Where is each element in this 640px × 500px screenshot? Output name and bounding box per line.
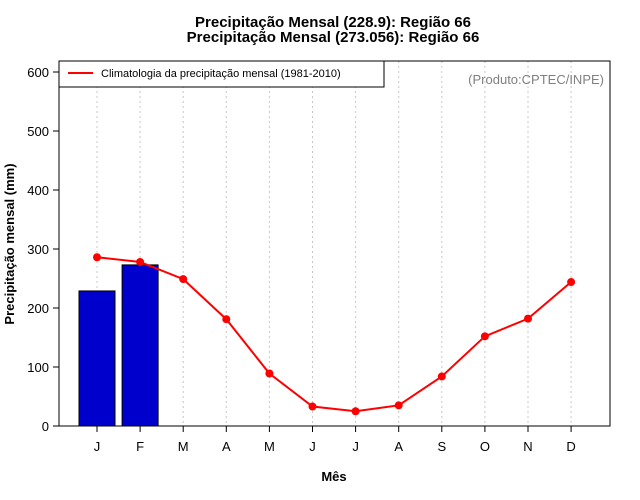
- climatology-point: [480, 332, 489, 341]
- y-axis-title: Precipitação mensal (mm): [2, 163, 17, 324]
- y-axis: 0 100 200 300 400 500 600: [27, 65, 59, 434]
- climatology-line: [96, 256, 572, 413]
- climatology-point: [136, 257, 145, 266]
- climatology-point: [394, 401, 403, 410]
- x-tick-label: A: [222, 439, 231, 454]
- climatology-point: [265, 369, 274, 378]
- climatology-point: [567, 278, 576, 287]
- y-tick-label: 300: [27, 242, 49, 257]
- y-tick-label: 400: [27, 183, 49, 198]
- y-tick-label: 500: [27, 124, 49, 139]
- legend-entry-climatology: Climatologia da precipitação mensal (198…: [101, 68, 341, 80]
- climatology-point: [351, 407, 360, 416]
- x-tick-label: O: [480, 439, 490, 454]
- climatology-point: [308, 402, 317, 411]
- y-tick-label: 100: [27, 360, 49, 375]
- climatology-series: [93, 253, 576, 416]
- chart-title-line-2: Precipitação Mensal (273.056): Região 66: [187, 29, 480, 46]
- y-tick-label: 200: [27, 301, 49, 316]
- bar-observed: [78, 290, 116, 427]
- y-tick-label: 0: [42, 419, 49, 434]
- product-credit: (Produto:CPTEC/INPE): [468, 72, 604, 87]
- x-tick-label: J: [94, 439, 101, 454]
- climatology-point: [179, 275, 188, 284]
- x-tick-label: N: [523, 439, 532, 454]
- chart-title-line-1: Precipitação Mensal (228.9): Região 66: [195, 14, 471, 31]
- observed-bars: [78, 264, 159, 427]
- x-tick-label: M: [178, 439, 189, 454]
- legend: Climatologia da precipitação mensal (198…: [58, 60, 385, 88]
- climatology-point: [437, 372, 446, 381]
- climatology-point: [524, 314, 532, 323]
- x-tick-label: S: [437, 439, 446, 454]
- y-tick-label: 600: [27, 65, 49, 80]
- x-tick-label: J: [309, 439, 316, 454]
- x-tick-label: A: [394, 439, 403, 454]
- bar-observed: [121, 264, 159, 427]
- climatology-point: [93, 253, 101, 262]
- x-tick-label: J: [352, 439, 359, 454]
- climatology-point: [222, 315, 231, 324]
- x-tick-label: M: [264, 439, 275, 454]
- vertical-grid: [96, 61, 572, 426]
- x-tick-label: D: [566, 439, 575, 454]
- legend-box: [58, 60, 385, 88]
- x-axis-title: Mês: [321, 469, 346, 484]
- x-tick-label: F: [136, 439, 144, 454]
